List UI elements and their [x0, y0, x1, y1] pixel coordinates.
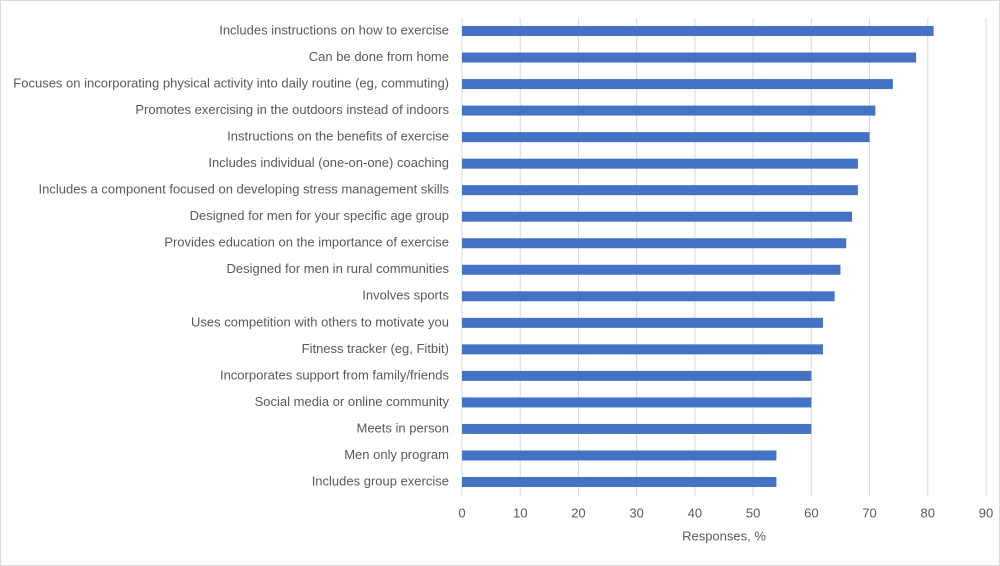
bar: [462, 105, 876, 116]
y-tick-label: Focuses on incorporating physical activi…: [13, 75, 449, 90]
y-tick-label: Provides education on the importance of …: [164, 235, 449, 250]
x-tick-label: 40: [688, 505, 702, 520]
bar: [462, 79, 893, 90]
x-tick-label: 90: [979, 505, 993, 520]
bar: [462, 264, 841, 275]
bar: [462, 211, 853, 222]
y-tick-label: Designed for men for your specific age g…: [190, 208, 449, 223]
y-tick-label: Includes a component focused on developi…: [39, 182, 450, 197]
y-tick-label: Promotes exercising in the outdoors inst…: [135, 102, 449, 117]
y-tick-label: Includes instructions on how to exercise: [219, 22, 449, 37]
y-tick-label: Includes group exercise: [312, 473, 449, 488]
x-tick-label: 50: [746, 505, 760, 520]
y-tick-label: Social media or online community: [255, 394, 450, 409]
bar: [462, 397, 812, 408]
x-tick-label: 30: [629, 505, 643, 520]
bar: [462, 26, 934, 36]
bar: [462, 291, 835, 302]
x-tick-label: 20: [571, 505, 585, 520]
y-tick-label: Incorporates support from family/friends: [220, 367, 450, 382]
x-tick-label: 60: [804, 505, 818, 520]
y-tick-label: Involves sports: [362, 288, 449, 303]
x-tick-label: 80: [921, 505, 935, 520]
y-tick-label: Includes individual (one-on-one) coachin…: [208, 155, 449, 170]
y-tick-label: Designed for men in rural communities: [226, 261, 449, 276]
bar: [462, 185, 858, 196]
bar: [462, 132, 870, 143]
bar: [462, 423, 812, 434]
bar: [462, 477, 777, 487]
x-axis-title: Responses, %: [682, 528, 766, 543]
y-tick-label: Fitness tracker (eg, Fitbit): [302, 341, 449, 356]
x-tick-label: 70: [862, 505, 876, 520]
bar: [462, 52, 917, 63]
y-tick-label: Instructions on the benefits of exercise: [227, 129, 449, 144]
bar: [462, 344, 823, 355]
y-tick-label: Uses competition with others to motivate…: [191, 314, 449, 329]
bar: [462, 450, 777, 461]
x-tick-label: 10: [513, 505, 527, 520]
bar: [462, 370, 812, 381]
y-tick-label: Meets in person: [357, 420, 450, 435]
y-tick-label: Can be done from home: [309, 49, 449, 64]
bar: [462, 158, 858, 169]
x-tick-label: 0: [458, 505, 465, 520]
bar: [462, 317, 823, 328]
bar: [462, 238, 847, 249]
y-tick-label: Men only program: [344, 447, 449, 462]
